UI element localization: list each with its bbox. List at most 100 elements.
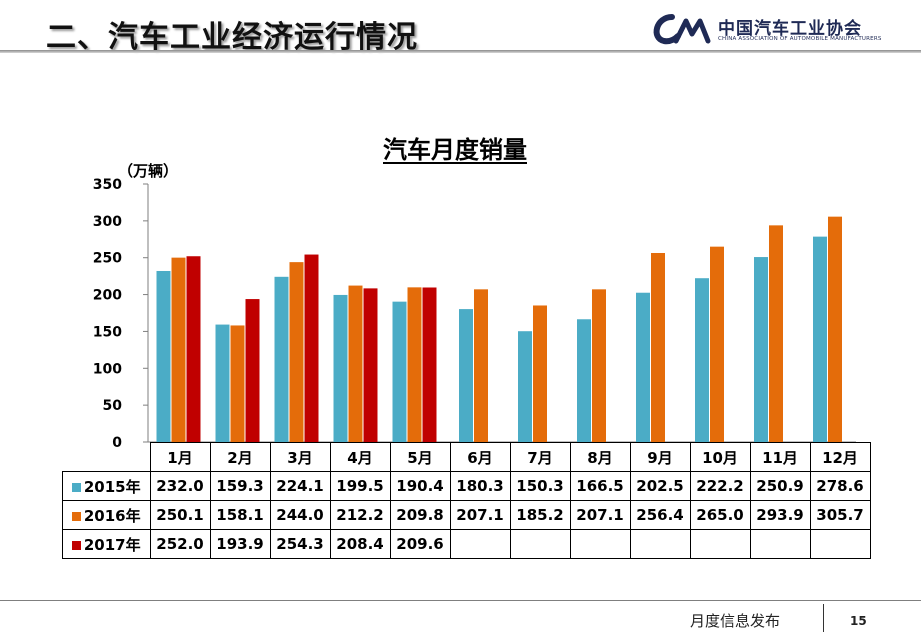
bar-2015年-12月 [813, 236, 827, 442]
table-cell: 250.1 [149, 500, 211, 530]
footer-divider [0, 600, 921, 601]
x-tick-label: 2月 [209, 442, 271, 472]
table-cell: 254.3 [269, 529, 331, 559]
legend-swatch [71, 511, 81, 521]
x-tick-label: 1月 [149, 442, 211, 472]
table-row: 2015年 232.0 159.3 224.1 199.5 190.4 180.3 150.3… [62, 471, 871, 501]
table-cell [689, 529, 751, 559]
bar-2016年-9月 [651, 252, 665, 442]
table-cell: 158.1 [209, 500, 271, 530]
table-row: 2016年 250.1 158.1 244.0 212.2 209.8 207.1 185.2… [62, 500, 871, 530]
bar-2015年-5月 [392, 301, 407, 442]
table-cell [449, 529, 511, 559]
table-cell: 159.3 [209, 471, 271, 501]
legend-entry: 2016年 [62, 500, 151, 530]
x-tick-label: 7月 [509, 442, 571, 472]
table-cell [809, 529, 871, 559]
x-tick-label: 4月 [329, 442, 391, 472]
table-cell: 209.6 [389, 529, 451, 559]
caam-logo: 中国汽车工业协会 CHINA ASSOCIATION OF AUTOMOBILE… [648, 12, 888, 46]
bar-2017年-4月 [363, 288, 378, 442]
table-cell: 209.8 [389, 500, 451, 530]
bar-2015年-10月 [695, 278, 709, 442]
table-cell: 208.4 [329, 529, 391, 559]
legend-entry: 2017年 [62, 529, 151, 559]
page-number: 15 [850, 614, 867, 628]
bar-2016年-6月 [474, 289, 488, 442]
table-cell: 207.1 [449, 500, 511, 530]
bar-2016年-7月 [533, 305, 547, 442]
table-row: 2017年 252.0 193.9 254.3 208.4 209.6 [62, 529, 871, 559]
bar-2015年-2月 [215, 324, 230, 442]
table-cell: 190.4 [389, 471, 451, 501]
y-tick-label: 350 [93, 177, 122, 193]
footer-separator [823, 604, 824, 632]
y-tick-label: 250 [93, 251, 122, 267]
table-cell: 180.3 [449, 471, 511, 501]
table-cell: 199.5 [329, 471, 391, 501]
table-cell: 185.2 [509, 500, 571, 530]
x-tick-label: 6月 [449, 442, 511, 472]
x-tick-label: 11月 [749, 442, 811, 472]
table-cell [569, 529, 631, 559]
table-cell [629, 529, 691, 559]
table-corner [62, 442, 151, 472]
bar-2016年-3月 [289, 262, 304, 442]
bar-2016年-11月 [769, 225, 783, 442]
bar-2016年-8月 [592, 289, 606, 442]
table-cell: 278.6 [809, 471, 871, 501]
table-cell: 256.4 [629, 500, 691, 530]
bar-2016年-1月 [171, 257, 186, 442]
bar-2017年-3月 [304, 254, 319, 442]
chart-data-table: 1月 2月 3月 4月 5月 6月 7月 8月 9月 10月 11月 12月 2015年 232.0 159… [62, 442, 871, 559]
table-cell: 202.5 [629, 471, 691, 501]
table-cell: 150.3 [509, 471, 571, 501]
bar-2015年-11月 [754, 257, 768, 442]
caam-logo-mark-icon [653, 14, 711, 45]
x-tick-label: 9月 [629, 442, 691, 472]
y-tick-label: 150 [93, 324, 122, 340]
x-tick-label: 12月 [809, 442, 871, 472]
y-tick-label: 300 [93, 214, 122, 230]
legend-label: 2017年 [83, 535, 141, 554]
bar-2017年-2月 [245, 299, 260, 442]
x-tick-label: 8月 [569, 442, 631, 472]
bar-2016年-12月 [828, 216, 842, 442]
bar-2016年-2月 [230, 325, 245, 442]
table-cell: 252.0 [149, 529, 211, 559]
table-cell: 224.1 [269, 471, 331, 501]
logo-text: 中国汽车工业协会 [718, 19, 862, 39]
table-cell: 166.5 [569, 471, 631, 501]
bar-2015年-6月 [459, 309, 473, 442]
bar-2016年-5月 [407, 287, 422, 442]
legend-label: 2016年 [83, 506, 141, 525]
table-cell: 212.2 [329, 500, 391, 530]
y-tick-label: 200 [93, 288, 122, 304]
header-divider [0, 50, 921, 53]
table-cell: 193.9 [209, 529, 271, 559]
table-cell [509, 529, 571, 559]
table-cell: 293.9 [749, 500, 811, 530]
table-cell: 222.2 [689, 471, 751, 501]
y-tick-label: 50 [103, 398, 123, 414]
bar-2016年-10月 [710, 246, 724, 442]
table-cell: 207.1 [569, 500, 631, 530]
legend-label: 2015年 [83, 477, 141, 496]
table-cell: 305.7 [809, 500, 871, 530]
legend-entry: 2015年 [62, 471, 151, 501]
bar-2015年-3月 [274, 276, 289, 442]
chart-title: 汽车月度销量 [383, 136, 527, 164]
bar-2015年-8月 [577, 319, 591, 442]
bar-2016年-4月 [348, 285, 363, 442]
logo-subtext: CHINA ASSOCIATION OF AUTOMOBILE MANUFACT… [718, 36, 882, 42]
footer-label: 月度信息发布 [690, 612, 781, 630]
legend-swatch [71, 540, 81, 550]
table-cell: 265.0 [689, 500, 751, 530]
bar-2017年-5月 [422, 287, 437, 442]
page-title: 二、汽车工业经济运行情况 [46, 20, 418, 55]
legend-swatch [71, 482, 81, 492]
x-tick-label: 3月 [269, 442, 331, 472]
table-cell: 244.0 [269, 500, 331, 530]
table-cell [749, 529, 811, 559]
